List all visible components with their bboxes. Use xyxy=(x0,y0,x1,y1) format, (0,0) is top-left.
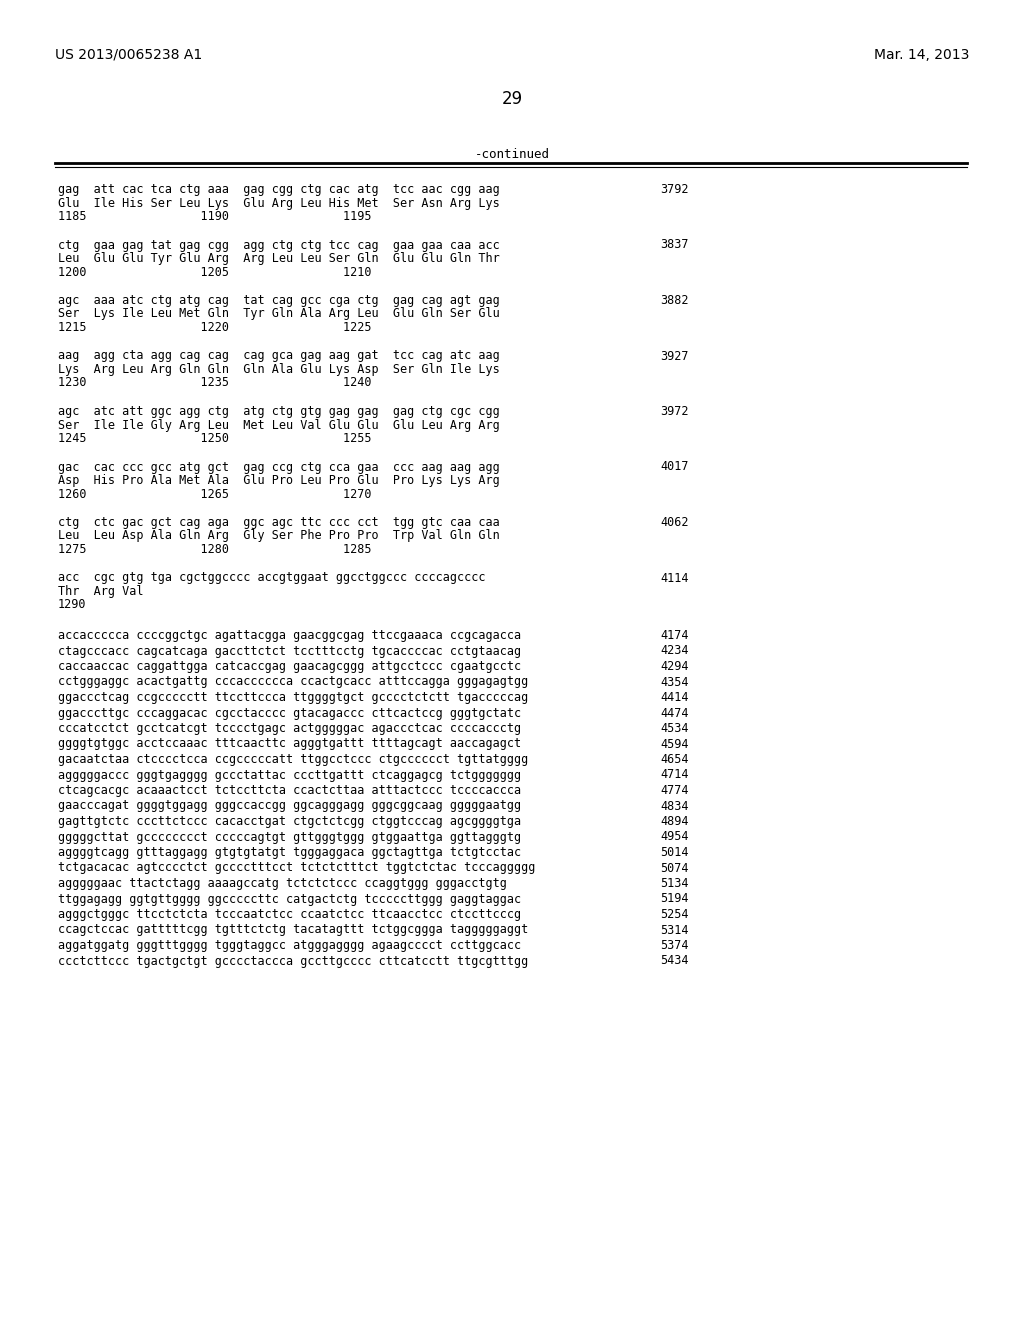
Text: ttggagagg ggtgttgggg ggcccccttc catgactctg tcccccttggg gaggtaggac: ttggagagg ggtgttgggg ggcccccttc catgactc… xyxy=(58,892,521,906)
Text: 1245                1250                1255: 1245 1250 1255 xyxy=(58,432,372,445)
Text: 4834: 4834 xyxy=(660,800,688,813)
Text: 3837: 3837 xyxy=(660,239,688,252)
Text: Lys  Arg Leu Arg Gln Gln  Gln Ala Glu Lys Asp  Ser Gln Ile Lys: Lys Arg Leu Arg Gln Gln Gln Ala Glu Lys … xyxy=(58,363,500,376)
Text: US 2013/0065238 A1: US 2013/0065238 A1 xyxy=(55,48,203,62)
Text: 3972: 3972 xyxy=(660,405,688,418)
Text: 5194: 5194 xyxy=(660,892,688,906)
Text: ccctcttccc tgactgctgt gcccctaccca gccttgcccc cttcatcctt ttgcgtttgg: ccctcttccc tgactgctgt gcccctaccca gccttg… xyxy=(58,954,528,968)
Text: 3927: 3927 xyxy=(660,350,688,363)
Text: 4354: 4354 xyxy=(660,676,688,689)
Text: ggggtgtggc acctccaaac tttcaacttc agggtgattt ttttagcagt aaccagagct: ggggtgtggc acctccaaac tttcaacttc agggtga… xyxy=(58,738,521,751)
Text: 4414: 4414 xyxy=(660,690,688,704)
Text: gacaatctaa ctcccctcca ccgcccccatt ttggcctccc ctgcccccct tgttatgggg: gacaatctaa ctcccctcca ccgcccccatt ttggcc… xyxy=(58,752,528,766)
Text: 1275                1280                1285: 1275 1280 1285 xyxy=(58,543,372,556)
Text: accaccccca ccccggctgc agattacgga gaacggcgag ttccgaaaca ccgcagacca: accaccccca ccccggctgc agattacgga gaacggc… xyxy=(58,630,521,642)
Text: 3792: 3792 xyxy=(660,183,688,195)
Text: agggctgggc ttcctctcta tcccaatctcc ccaatctcc ttcaacctcc ctccttcccg: agggctgggc ttcctctcta tcccaatctcc ccaatc… xyxy=(58,908,521,921)
Text: aggatggatg gggtttgggg tgggtaggcc atgggagggg agaagcccct ccttggcacc: aggatggatg gggtttgggg tgggtaggcc atgggag… xyxy=(58,939,521,952)
Text: Leu  Leu Asp Ala Gln Arg  Gly Ser Phe Pro Pro  Trp Val Gln Gln: Leu Leu Asp Ala Gln Arg Gly Ser Phe Pro … xyxy=(58,529,500,543)
Text: Mar. 14, 2013: Mar. 14, 2013 xyxy=(873,48,969,62)
Text: agggggaac ttactctagg aaaagccatg tctctctccc ccaggtggg gggacctgtg: agggggaac ttactctagg aaaagccatg tctctctc… xyxy=(58,876,507,890)
Text: gagttgtctc cccttctccc cacacctgat ctgctctcgg ctggtcccag agcggggtga: gagttgtctc cccttctccc cacacctgat ctgctct… xyxy=(58,814,521,828)
Text: 1185                1190                1195: 1185 1190 1195 xyxy=(58,210,372,223)
Text: 5314: 5314 xyxy=(660,924,688,936)
Text: 5134: 5134 xyxy=(660,876,688,890)
Text: acc  cgc gtg tga cgctggcccc accgtggaat ggcctggccc ccccagcccc: acc cgc gtg tga cgctggcccc accgtggaat gg… xyxy=(58,572,485,585)
Text: 5014: 5014 xyxy=(660,846,688,859)
Text: 5374: 5374 xyxy=(660,939,688,952)
Text: 29: 29 xyxy=(502,90,522,108)
Text: 5074: 5074 xyxy=(660,862,688,875)
Text: 4017: 4017 xyxy=(660,461,688,474)
Text: 4234: 4234 xyxy=(660,644,688,657)
Text: Thr  Arg Val: Thr Arg Val xyxy=(58,585,143,598)
Text: 1290: 1290 xyxy=(58,598,86,611)
Text: 1230                1235                1240: 1230 1235 1240 xyxy=(58,376,372,389)
Text: 4774: 4774 xyxy=(660,784,688,797)
Text: Leu  Glu Glu Tyr Glu Arg  Arg Leu Leu Ser Gln  Glu Glu Gln Thr: Leu Glu Glu Tyr Glu Arg Arg Leu Leu Ser … xyxy=(58,252,500,265)
Text: cctgggaggc acactgattg cccacccccca ccactgcacc atttccagga gggagagtgg: cctgggaggc acactgattg cccacccccca ccactg… xyxy=(58,676,528,689)
Text: agc  atc att ggc agg ctg  atg ctg gtg gag gag  gag ctg cgc cgg: agc atc att ggc agg ctg atg ctg gtg gag … xyxy=(58,405,500,418)
Text: gac  cac ccc gcc atg gct  gag ccg ctg cca gaa  ccc aag aag agg: gac cac ccc gcc atg gct gag ccg ctg cca … xyxy=(58,461,500,474)
Text: cccatcctct gcctcatcgt tcccctgagc actgggggac agaccctcac ccccaccctg: cccatcctct gcctcatcgt tcccctgagc actgggg… xyxy=(58,722,521,735)
Text: aag  agg cta agg cag cag  cag gca gag aag gat  tcc cag atc aag: aag agg cta agg cag cag cag gca gag aag … xyxy=(58,350,500,363)
Text: 5434: 5434 xyxy=(660,954,688,968)
Text: ctg  ctc gac gct cag aga  ggc agc ttc ccc cct  tgg gtc caa caa: ctg ctc gac gct cag aga ggc agc ttc ccc … xyxy=(58,516,500,529)
Text: 1200                1205                1210: 1200 1205 1210 xyxy=(58,265,372,279)
Text: 4294: 4294 xyxy=(660,660,688,673)
Text: 4534: 4534 xyxy=(660,722,688,735)
Text: ctg  gaa gag tat gag cgg  agg ctg ctg tcc cag  gaa gaa caa acc: ctg gaa gag tat gag cgg agg ctg ctg tcc … xyxy=(58,239,500,252)
Text: Asp  His Pro Ala Met Ala  Glu Pro Leu Pro Glu  Pro Lys Lys Arg: Asp His Pro Ala Met Ala Glu Pro Leu Pro … xyxy=(58,474,500,487)
Text: gggggcttat gcccccccct cccccagtgt gttgggtggg gtggaattga ggttagggtg: gggggcttat gcccccccct cccccagtgt gttgggt… xyxy=(58,830,521,843)
Text: 4174: 4174 xyxy=(660,630,688,642)
Text: ctcagcacgc acaaactcct tctccttcta ccactcttaa atttactccc tccccaccca: ctcagcacgc acaaactcct tctccttcta ccactct… xyxy=(58,784,521,797)
Text: agc  aaa atc ctg atg cag  tat cag gcc cga ctg  gag cag agt gag: agc aaa atc ctg atg cag tat cag gcc cga … xyxy=(58,294,500,308)
Text: tctgacacac agtcccctct gcccctttcct tctctctttct tggtctctac tcccaggggg: tctgacacac agtcccctct gcccctttcct tctctc… xyxy=(58,862,536,875)
Text: 4954: 4954 xyxy=(660,830,688,843)
Text: Ser  Lys Ile Leu Met Gln  Tyr Gln Ala Arg Leu  Glu Gln Ser Glu: Ser Lys Ile Leu Met Gln Tyr Gln Ala Arg … xyxy=(58,308,500,321)
Text: Glu  Ile His Ser Leu Lys  Glu Arg Leu His Met  Ser Asn Arg Lys: Glu Ile His Ser Leu Lys Glu Arg Leu His … xyxy=(58,197,500,210)
Text: 4594: 4594 xyxy=(660,738,688,751)
Text: 3882: 3882 xyxy=(660,294,688,308)
Text: Ser  Ile Ile Gly Arg Leu  Met Leu Val Glu Glu  Glu Leu Arg Arg: Ser Ile Ile Gly Arg Leu Met Leu Val Glu … xyxy=(58,418,500,432)
Text: 4714: 4714 xyxy=(660,768,688,781)
Text: 4114: 4114 xyxy=(660,572,688,585)
Text: 1215                1220                1225: 1215 1220 1225 xyxy=(58,321,372,334)
Text: 4062: 4062 xyxy=(660,516,688,529)
Text: agggggaccc gggtgagggg gccctattac cccttgattt ctcaggagcg tctggggggg: agggggaccc gggtgagggg gccctattac cccttga… xyxy=(58,768,521,781)
Text: gag  att cac tca ctg aaa  gag cgg ctg cac atg  tcc aac cgg aag: gag att cac tca ctg aaa gag cgg ctg cac … xyxy=(58,183,500,195)
Text: 4654: 4654 xyxy=(660,752,688,766)
Text: ggacccttgc cccaggacac cgcctacccc gtacagaccc cttcactccg gggtgctatc: ggacccttgc cccaggacac cgcctacccc gtacaga… xyxy=(58,706,521,719)
Text: 5254: 5254 xyxy=(660,908,688,921)
Text: 1260                1265                1270: 1260 1265 1270 xyxy=(58,487,372,500)
Text: 4474: 4474 xyxy=(660,706,688,719)
Text: ctagcccacc cagcatcaga gaccttctct tcctttcctg tgcaccccac cctgtaacag: ctagcccacc cagcatcaga gaccttctct tcctttc… xyxy=(58,644,521,657)
Text: gaacccagat ggggtggagg gggccaccgg ggcagggagg gggcggcaag gggggaatgg: gaacccagat ggggtggagg gggccaccgg ggcaggg… xyxy=(58,800,521,813)
Text: -continued: -continued xyxy=(474,148,550,161)
Text: caccaaccac caggattgga catcaccgag gaacagcggg attgcctccc cgaatgcctc: caccaaccac caggattgga catcaccgag gaacagc… xyxy=(58,660,521,673)
Text: ggaccctcag ccgccccctt ttccttccca ttggggtgct gcccctctctt tgacccccag: ggaccctcag ccgccccctt ttccttccca ttggggt… xyxy=(58,690,528,704)
Text: aggggtcagg gtttaggagg gtgtgtatgt tgggaggaca ggctagttga tctgtcctac: aggggtcagg gtttaggagg gtgtgtatgt tgggagg… xyxy=(58,846,521,859)
Text: 4894: 4894 xyxy=(660,814,688,828)
Text: ccagctccac gatttttcgg tgtttctctg tacatagttt tctggcggga tagggggaggt: ccagctccac gatttttcgg tgtttctctg tacatag… xyxy=(58,924,528,936)
